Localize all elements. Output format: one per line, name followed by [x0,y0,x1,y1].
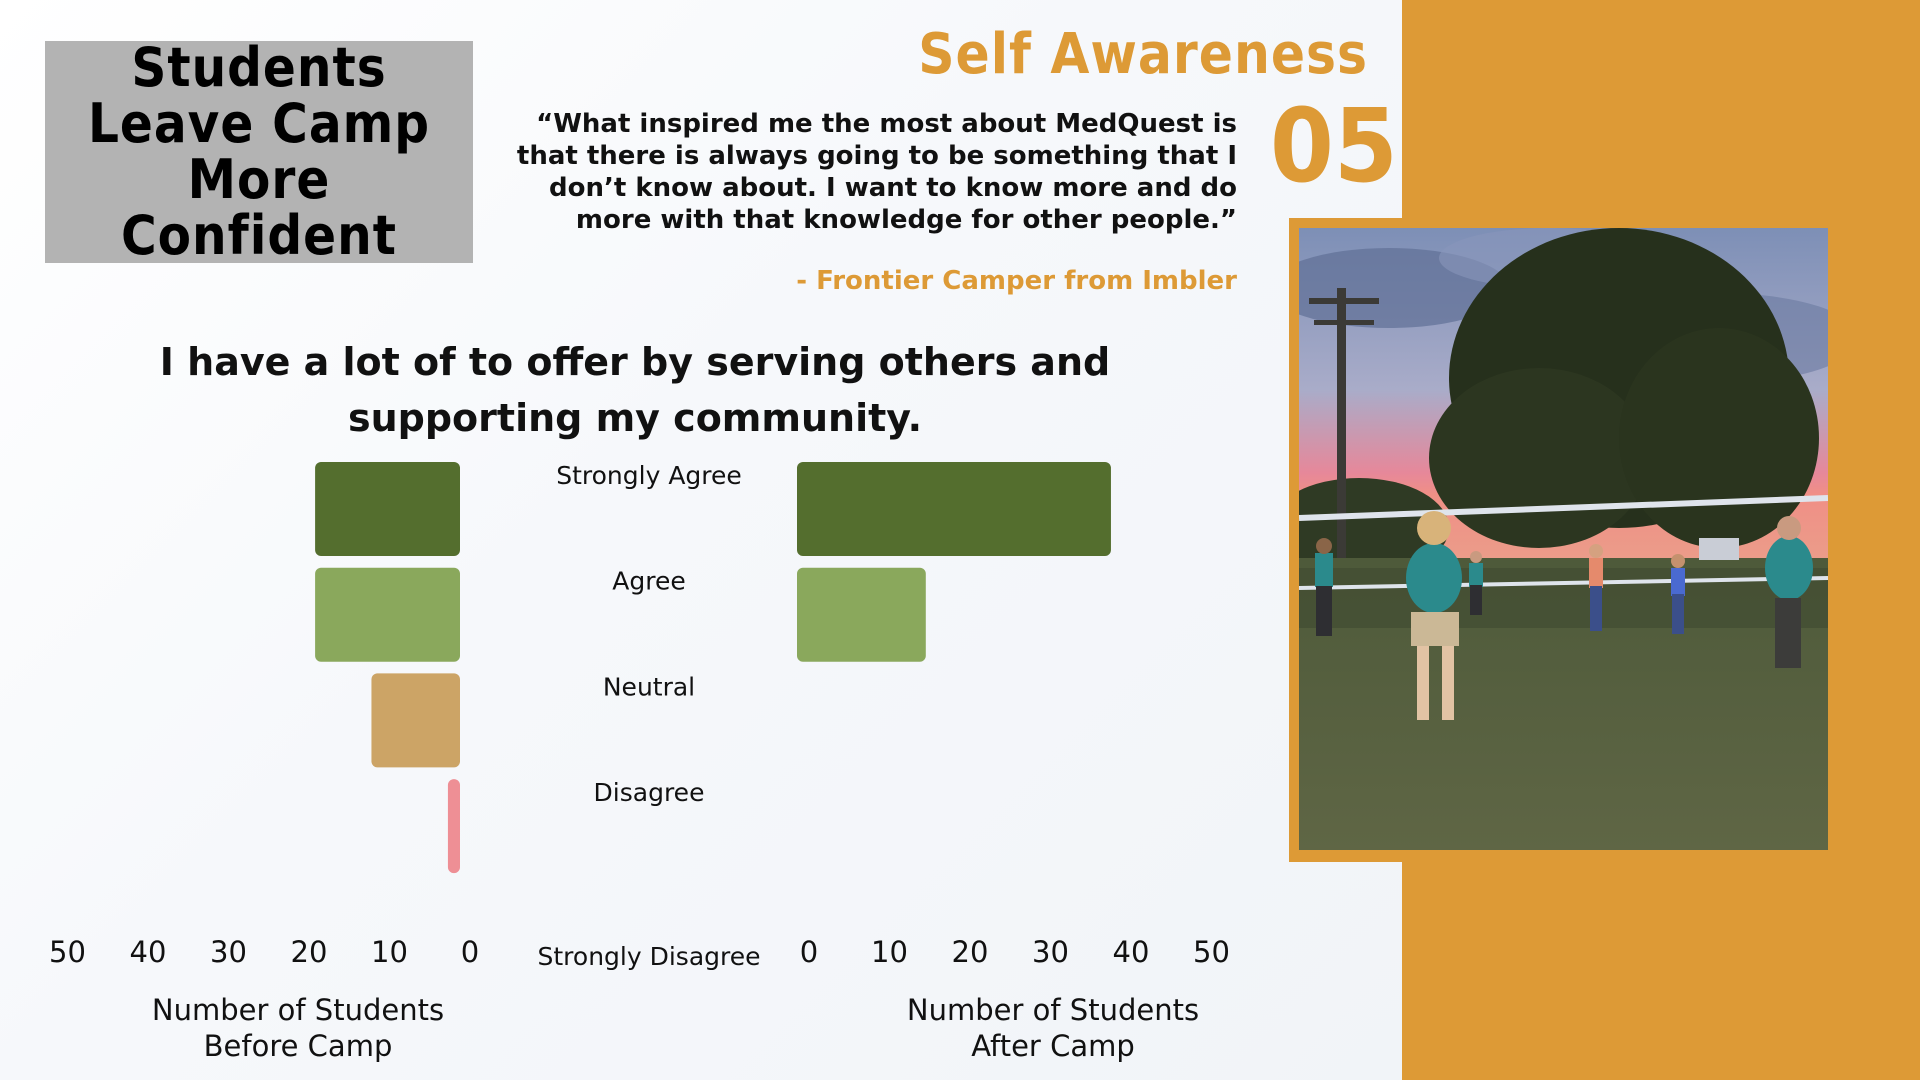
after-tick-label: 30 [1032,935,1069,969]
after-tick-label: 50 [1193,935,1230,969]
category-label: Strongly Disagree [538,942,761,971]
before-tick-label: 40 [130,935,167,969]
survey-question: I have a lot of to offer by serving othe… [159,340,1111,440]
after-tick-label: 20 [952,935,989,969]
section-number: 05 [1270,87,1398,206]
after-tick-label: 10 [871,935,908,969]
title-box: Students Leave Camp More Confident [45,36,473,267]
volleyball-game-photo [1299,228,1828,850]
after-bar-agree [797,567,926,662]
diverging-bar-chart: Strongly Agree Agree Neutral Disagree Strong… [49,461,1230,1063]
before-tick-label: 20 [291,935,328,969]
category-label: Strongly Agree [556,461,742,490]
category-label: Neutral [603,672,695,701]
after-bar-strongly-agree [797,462,1111,556]
before-tick-label: 10 [371,935,408,969]
slide-title: Students Leave Camp More Confident [87,36,431,267]
section-label: Self Awareness [918,22,1368,87]
category-label: Disagree [594,778,705,807]
before-bar-strongly-agree [315,462,460,556]
before-tick-label: 50 [49,935,86,969]
before-tick-label: 30 [210,935,247,969]
before-bar-agree [315,567,460,662]
before-bar-neutral [371,673,460,768]
camper-quote: “What inspired me the most about MedQues… [516,109,1237,235]
category-label: Agree [612,567,685,596]
after-tick-label: 40 [1113,935,1150,969]
after-tick-label: 0 [800,935,818,969]
before-axis-title: Number of Students Before Camp [152,993,444,1063]
before-tick-label: 0 [461,935,479,969]
before-bar-disagree [447,779,460,874]
after-axis-title: Number of Students After Camp [907,993,1199,1063]
quote-attribution: - Frontier Camper from Imbler [796,266,1237,296]
photo-frame [1289,218,1838,862]
